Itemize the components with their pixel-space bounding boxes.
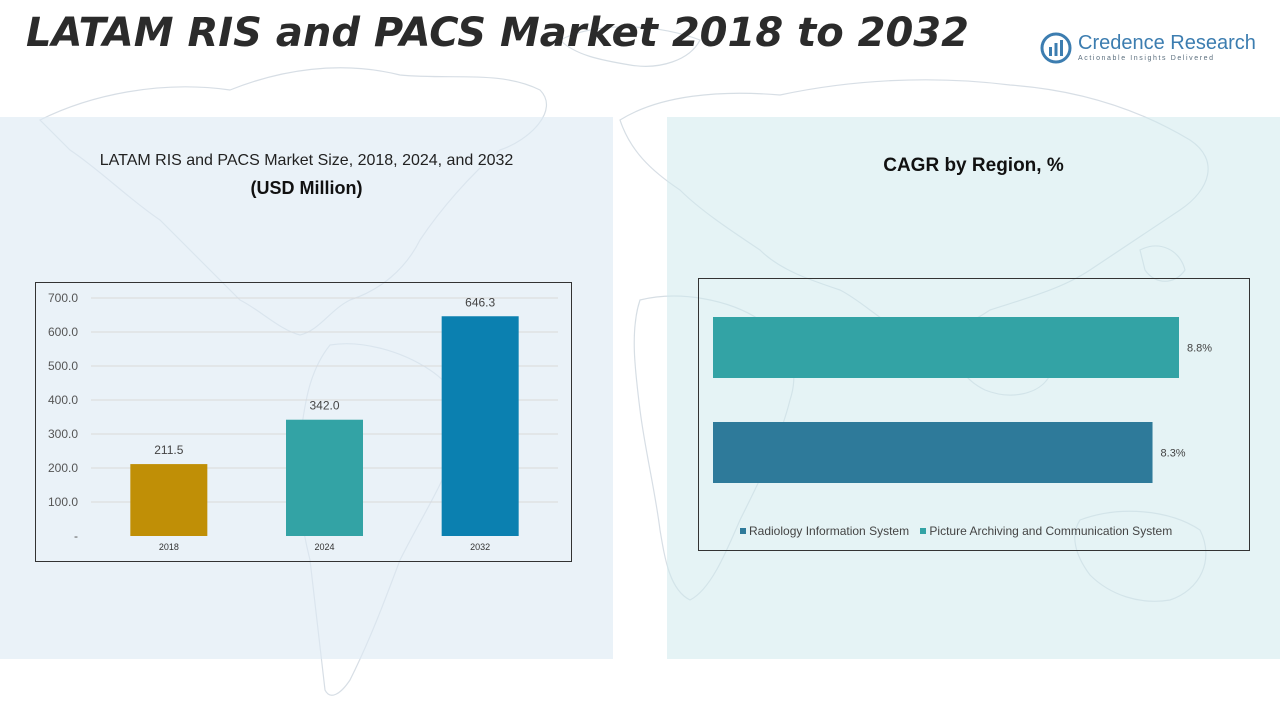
market-size-chart-frame: - 100.0 200.0 300.0 400.0 500.0 600.0 700.0 211.… (35, 282, 572, 562)
cagr-data-label-pacs: 8.8% (1187, 343, 1212, 355)
x-tick-label-2024: 2024 (314, 542, 334, 552)
logo-mark-icon (1040, 32, 1072, 64)
cagr-chart-frame: 8.8% 8.3% (698, 278, 1250, 551)
x-tick-label-2032: 2032 (470, 542, 490, 552)
logo-tagline: Actionable Insights Delivered (1078, 55, 1215, 62)
y-tick-label: 100.0 (48, 495, 78, 509)
bar-2024 (286, 419, 363, 536)
y-tick-label: 300.0 (48, 427, 78, 441)
data-label-2032: 646.3 (465, 295, 495, 309)
y-tick-label: 700.0 (48, 291, 78, 305)
bar-2032 (441, 316, 519, 536)
y-tick-label: 600.0 (48, 325, 78, 339)
page-title: LATAM RIS and PACS Market 2018 to 2032 (26, 10, 969, 56)
legend-swatch-pacs (920, 528, 927, 534)
data-label-2018: 211.5 (154, 443, 183, 457)
cagr-data-label-ris: 8.3% (1161, 448, 1186, 460)
legend-swatch-ris (740, 528, 746, 534)
market-size-bar-chart: - 100.0 200.0 300.0 400.0 500.0 600.0 700.0 211.… (48, 291, 558, 552)
x-tick-label-2018: 2018 (159, 542, 179, 552)
bar-2018 (130, 464, 208, 536)
market-size-chart-title: LATAM RIS and PACS Market Size, 2018, 20… (99, 152, 514, 169)
cagr-bar-pacs (713, 317, 1179, 378)
credence-research-logo: Credence Research Actionable Insights De… (1040, 30, 1256, 70)
logo-name: Credence Research (1078, 32, 1256, 54)
cagr-legend: Radiology Information System Picture Arc… (740, 524, 1180, 538)
y-tick-label: 200.0 (48, 461, 78, 475)
legend-item-ris: Radiology Information System (740, 524, 909, 538)
data-label-2024: 342.0 (309, 399, 339, 413)
cagr-chart-title: CAGR by Region, % (883, 155, 1064, 176)
cagr-bar-chart: 8.8% 8.3% (713, 317, 1212, 483)
y-tick-label: 400.0 (48, 393, 78, 407)
legend-item-pacs: Picture Archiving and Communication Syst… (920, 524, 1172, 538)
market-size-chart-unit: (USD Million) (250, 178, 363, 198)
y-tick-label: - (74, 529, 78, 543)
cagr-panel (667, 117, 1280, 659)
y-tick-label: 500.0 (48, 359, 78, 373)
cagr-bar-ris (713, 422, 1153, 483)
